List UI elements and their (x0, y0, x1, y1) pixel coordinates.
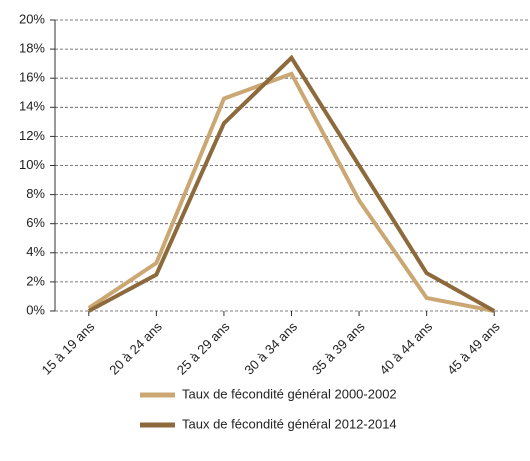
y-tick-label: 14% (19, 99, 45, 114)
y-tick-label: 16% (19, 70, 45, 85)
y-tick-label: 2% (26, 273, 45, 288)
x-tick-label: 30 à 34 ans (241, 319, 300, 378)
series-line (87, 71, 495, 313)
y-tick-label: 18% (19, 41, 45, 56)
y-tick-label: 4% (26, 244, 45, 259)
y-tick-label: 6% (26, 215, 45, 230)
x-tick-label: 40 à 44 ans (377, 319, 436, 378)
series-line (87, 54, 496, 313)
y-tick-label: 20% (19, 11, 45, 26)
x-tick-label: 35 à 39 ans (309, 319, 368, 378)
y-tick-label: 0% (26, 302, 45, 317)
legend-label: Taux de fécondité général 2012-2014 (182, 416, 397, 431)
y-tick-label: 12% (19, 128, 45, 143)
x-tick-label: 20 à 24 ans (106, 319, 165, 378)
x-tick-label: 15 à 19 ans (39, 319, 98, 378)
x-tick-label: 45 à 49 ans (444, 319, 503, 378)
y-tick-label: 8% (26, 186, 45, 201)
y-tick-label: 10% (19, 157, 45, 172)
legend-label: Taux de fécondité général 2000-2002 (182, 386, 397, 401)
x-tick-label: 25 à 29 ans (174, 319, 233, 378)
